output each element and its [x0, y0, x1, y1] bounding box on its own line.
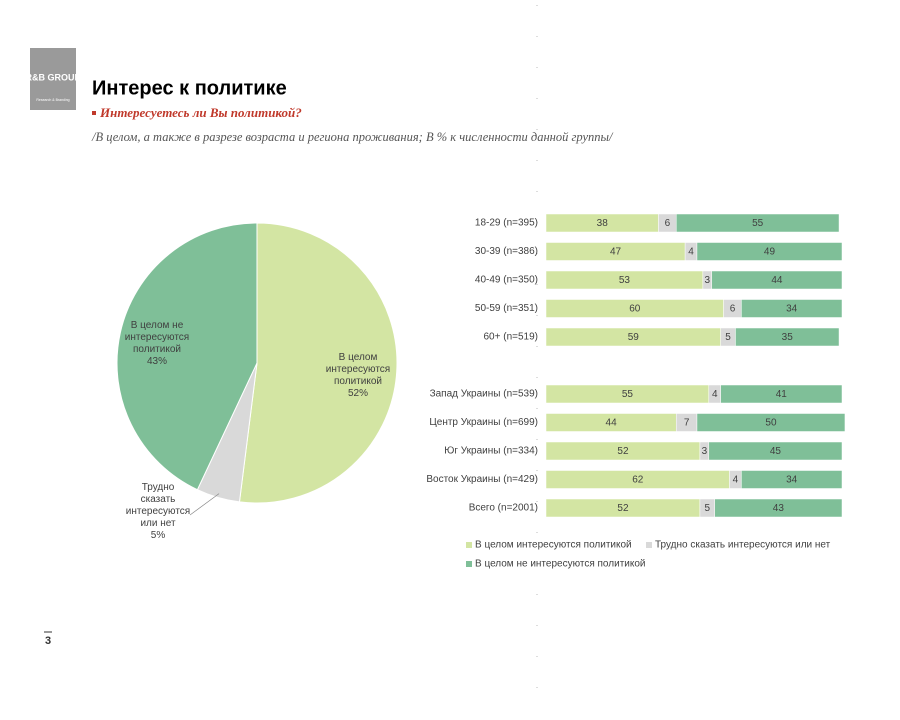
value-label: 35 [782, 332, 794, 343]
title: Интерес к политике [92, 77, 287, 99]
value-label: 6 [665, 218, 671, 229]
logo-sub: Research & Branding [36, 98, 69, 102]
bar-segment [735, 327, 840, 347]
value-label: 3 [702, 446, 708, 457]
value-label: 6 [730, 304, 736, 315]
value-label: 5 [725, 332, 731, 343]
category-label: 18-29 (n=395) [475, 218, 538, 229]
value-label: 62 [632, 475, 644, 486]
legend-swatch [466, 542, 472, 548]
legend-label: В целом не интересуются политикой [475, 559, 646, 570]
pie-value-label: 43% [146, 356, 167, 367]
value-label: 53 [619, 275, 631, 286]
value-label: 5 [705, 503, 711, 514]
note: /В целом, а также в разрезе возраста и р… [91, 130, 614, 144]
value-label: 52 [617, 503, 629, 514]
pie-slice [116, 222, 258, 491]
value-label: 7 [684, 418, 690, 429]
bar-segment [711, 270, 843, 290]
value-label: 49 [764, 247, 776, 258]
pie-label: В целом не интересуются политикой [124, 320, 190, 355]
bar-segment [708, 441, 843, 461]
value-label: 34 [786, 475, 798, 486]
subtitle: Интересуетесь ли Вы политикой? [99, 105, 302, 120]
value-label: 38 [597, 218, 609, 229]
value-label: 50 [765, 418, 777, 429]
bullet [92, 111, 96, 115]
leader-line [189, 493, 220, 516]
value-label: 41 [776, 389, 788, 400]
bar-segment [696, 413, 846, 432]
value-label: 59 [628, 332, 640, 343]
category-label: Запад Украины (n=539) [430, 389, 538, 400]
category-label: Юг Украины (n=334) [444, 446, 538, 457]
bar-segment [741, 470, 843, 489]
value-label: 55 [622, 389, 634, 400]
pie-slice [238, 222, 398, 504]
value-label: 4 [688, 247, 694, 258]
value-label: 44 [606, 418, 618, 429]
value-label: 55 [752, 218, 764, 229]
bar-segment [714, 498, 843, 518]
value-label: 34 [786, 304, 798, 315]
pie-label: В целом интересуются политикой [325, 352, 391, 387]
pie-value-label: 5% [150, 530, 166, 541]
category-label: 50-59 (n=351) [475, 303, 538, 314]
logo-box [30, 48, 76, 110]
value-label: 3 [705, 275, 711, 286]
category-label: 30-39 (n=386) [475, 246, 538, 257]
value-label: 4 [712, 389, 718, 400]
bar-segment [720, 384, 843, 404]
value-label: 52 [617, 446, 629, 457]
value-label: 45 [770, 446, 782, 457]
category-label: 60+ (n=519) [484, 332, 539, 343]
value-label: 47 [610, 247, 622, 258]
logo: R&B GROUP [25, 72, 80, 82]
legend-swatch [646, 542, 652, 548]
value-label: 4 [733, 475, 739, 486]
bar-segment [696, 242, 843, 261]
value-label: 43 [773, 503, 785, 514]
category-label: Центр Украины (n=699) [429, 417, 538, 428]
pie-label: Трудно сказать интересуются или нет [125, 482, 191, 529]
category-label: Всего (n=2001) [469, 503, 538, 514]
pie-value-label: 52% [347, 388, 368, 399]
bar-segment [741, 299, 843, 318]
value-label: 44 [771, 275, 783, 286]
category-label: Восток Украины (n=429) [426, 474, 538, 485]
legend-swatch [466, 561, 472, 567]
value-label: 60 [629, 304, 641, 315]
category-label: 40-49 (n=350) [475, 275, 538, 286]
legend-label: Трудно сказать интересуются или нет [655, 540, 831, 551]
bar-segment [675, 213, 840, 233]
page-number: 3 [45, 635, 51, 647]
legend-label: В целом интересуются политикой [475, 540, 632, 551]
